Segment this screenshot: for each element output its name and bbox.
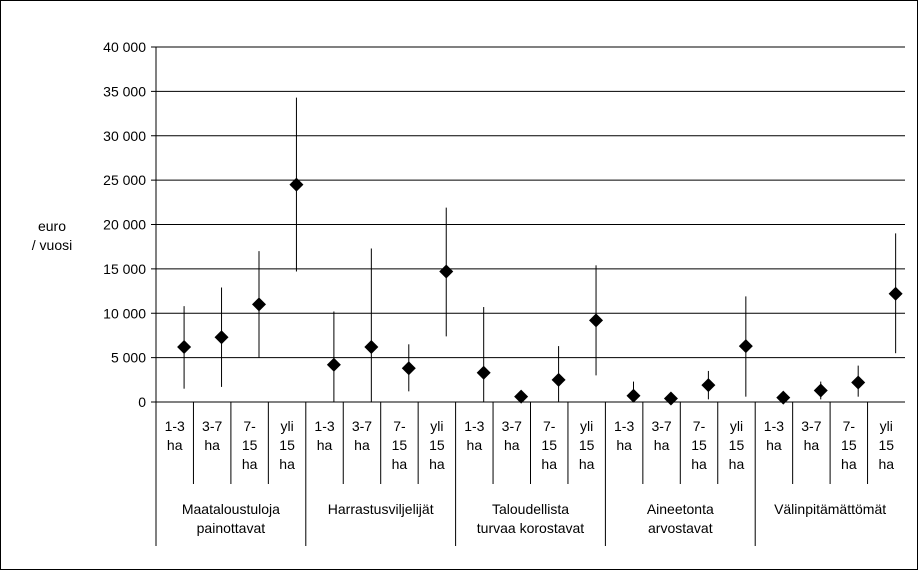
subcategory-label: 15 [242,437,258,453]
data-point-marker [589,313,604,328]
subcategory-label: ha [804,437,820,453]
subcategory-label: ha [878,456,894,472]
data-point-marker [214,330,229,345]
subcategory-label: yli [580,418,593,434]
y-tick-labels: 0 5 000 10 000 15 000 20 000 25 000 30 000 35 0… [103,39,146,410]
subcategory-label: ha [541,456,557,472]
data-point-marker [476,365,491,380]
data-point-marker [663,391,678,406]
data-point-marker [626,388,641,403]
subcategory-label: yli [880,418,893,434]
data-point-marker [776,390,791,405]
subcategory-label: yli [430,418,443,434]
y-tick-label-0: 0 [138,394,146,410]
subcategory-label: ha [354,437,370,453]
subcategory-label: ha [616,437,632,453]
data-point-marker [851,375,866,390]
group-label: Välinpitämättömät [774,501,886,517]
group-label: Aineetonta [647,501,714,517]
data-point-marker [251,297,266,312]
subcategory-label: ha [429,456,445,472]
data-point-marker [738,339,753,354]
subcategory-label: ha [317,437,333,453]
subcategory-label: 1-3 [165,418,185,434]
group-labels: Maataloustuloja painottavat Harrastusvilje… [182,501,886,536]
subcategory-label: 1-3 [464,418,484,434]
data-point-marker [439,264,454,279]
subcategory-label: 7- [543,418,556,434]
subcategory-label: ha [467,437,483,453]
subcategory-label: ha [279,456,295,472]
subcategory-label: 7- [693,418,706,434]
subcategory-label: 1-3 [764,418,784,434]
subcategory-labels: 1-3 ha 3-7 ha 7- 15 ha yli 15 ha 1-3 ha 3-7 ha 7- 15 ha y… [165,418,895,472]
y-tick-label-20000: 20 000 [103,217,146,233]
subcategory-label: 15 [279,437,295,453]
subcategory-label: 7- [843,418,856,434]
y-tick-label-40000: 40 000 [103,39,146,55]
subcategory-label: 1-3 [314,418,334,434]
subcategory-label: 15 [392,437,408,453]
group-label: arvostavat [648,520,713,536]
subcategory-label: ha [504,437,520,453]
data-point-marker [701,378,716,393]
subcategory-label: 3-7 [801,418,821,434]
y-tick-label-35000: 35 000 [103,83,146,99]
axes [151,46,905,546]
y-tick-label-30000: 30 000 [103,128,146,144]
subcategory-label: 15 [878,437,894,453]
subcategory-label: yli [280,418,293,434]
data-point-marker [401,361,416,376]
y-tick-label-10000: 10 000 [103,305,146,321]
group-label: turvaa korostavat [477,520,584,536]
subcategory-label: 15 [541,437,557,453]
subcategory-label: ha [691,456,707,472]
data-point-marker [813,383,828,398]
error-bars [183,97,897,402]
subcategory-label: ha [242,456,258,472]
y-axis-label-line-2: / vuosi [32,237,72,253]
subcategory-label: ha [392,456,408,472]
group-label: Taloudellista [492,501,569,517]
subcategory-label: ha [654,437,670,453]
subcategory-label: 3-7 [202,418,222,434]
subcategory-label: 1-3 [614,418,634,434]
group-label: painottavat [197,520,266,536]
subcategory-label: 3-7 [502,418,522,434]
gridlines [156,46,905,359]
data-point-marker [289,177,304,192]
subcategory-label: ha [167,437,183,453]
subcategory-label: 7- [393,418,406,434]
y-tick-label-5000: 5 000 [111,350,146,366]
y-tick-label-25000: 25 000 [103,172,146,188]
y-tick-label-15000: 15 000 [103,261,146,277]
subcategory-label: 15 [579,437,595,453]
data-point-marker [326,357,341,372]
subcategory-label: ha [204,437,220,453]
data-point-marker [551,372,566,387]
subcategory-label: ha [841,456,857,472]
data-point-marker [364,339,379,354]
y-axis-label-line-1: euro [38,218,66,234]
subcategory-label: 7- [243,418,256,434]
subcategory-label: 15 [841,437,857,453]
data-point-marker [514,389,529,404]
group-label: Harrastusviljelijät [328,501,434,517]
subcategory-label: 15 [691,437,707,453]
subcategory-label: 3-7 [352,418,372,434]
data-point-marker [888,286,903,301]
subcategory-label: ha [729,456,745,472]
group-label: Maataloustuloja [182,501,280,517]
subcategory-label: ha [766,437,782,453]
data-point-marker [177,339,192,354]
subcategory-label: 3-7 [651,418,671,434]
data-markers [177,177,903,406]
subcategory-label: 15 [729,437,745,453]
subcategory-label: yli [730,418,743,434]
subcategory-label: 15 [429,437,445,453]
subcategory-label: ha [579,456,595,472]
